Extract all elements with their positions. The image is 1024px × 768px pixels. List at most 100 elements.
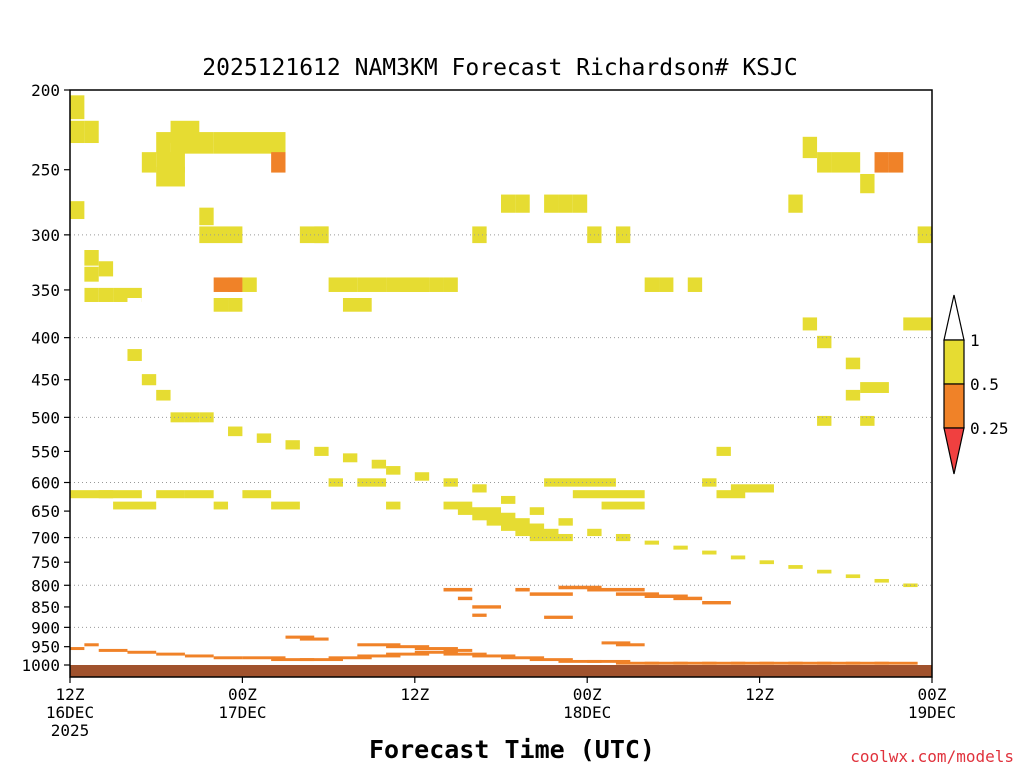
y-axis: 200 250 300 350 400 450 500 550 600 650 700 750 800 8… (21, 81, 70, 675)
heatmap-cell (314, 446, 329, 456)
heatmap-cell (572, 490, 645, 499)
heatmap-cell (184, 654, 214, 658)
heatmap-cell (228, 298, 243, 312)
heatmap-cell (615, 226, 631, 244)
heatmap-cell (644, 594, 688, 598)
heatmap-cell (730, 555, 746, 560)
chart-title: 2025121612 NAM3KM Forecast Richardson# K… (202, 55, 797, 81)
heatmap-cell (730, 484, 774, 493)
heatmap-cell (299, 658, 343, 662)
heatmap-cell (113, 501, 157, 510)
heatmap-cell (457, 507, 501, 515)
heatmap-cell (874, 661, 918, 665)
heatmap-cell (113, 331, 128, 344)
heatmap-cell (271, 658, 315, 662)
heatmap-cell (615, 643, 645, 647)
y-tick-label: 400 (31, 329, 60, 348)
heatmap-cell (199, 207, 214, 226)
heatmap-cell (486, 518, 530, 526)
heatmap-cell (357, 654, 401, 658)
heatmap-cell (515, 277, 530, 292)
heatmap-cell (141, 374, 157, 386)
heatmap-cell (184, 412, 200, 423)
heatmap-cell (98, 261, 114, 277)
heatmap-cell (501, 194, 516, 213)
heatmap-cell (285, 440, 300, 450)
y-tick-label: 250 (31, 161, 60, 180)
heatmap-cell (845, 357, 861, 370)
heatmap-cell (213, 501, 229, 510)
y-tick-label: 550 (31, 442, 60, 461)
heatmap-cell (501, 656, 545, 660)
heatmap-cell (472, 512, 516, 521)
heatmap-cell (156, 490, 185, 499)
heatmap-cell (515, 587, 530, 592)
heatmap-cell (472, 613, 487, 617)
y-tick-label: 450 (31, 371, 60, 390)
heatmap-cell (529, 277, 545, 292)
plot-frame (69, 89, 933, 678)
heatmap-cell (788, 565, 803, 569)
heatmap-cell (544, 478, 616, 487)
x-tick-label: 12Z (56, 685, 85, 704)
y-tick-label: 200 (31, 81, 60, 100)
heatmap-cell (70, 201, 85, 220)
heatmap-cell (228, 426, 243, 437)
heatmap-cell (70, 647, 85, 651)
heatmap-cell (285, 635, 315, 639)
heatmap-cell (903, 317, 932, 331)
heatmap-cell (874, 152, 889, 173)
heatmap-cell (802, 136, 818, 159)
heatmap-cell (156, 389, 171, 401)
x-tick-label: 18DEC (563, 703, 611, 722)
x-tick-label: 16DEC (46, 703, 94, 722)
heatmap-cell (759, 661, 803, 665)
heatmap-cell (601, 641, 631, 645)
heatmap-cell (127, 349, 142, 361)
heatmap-cell (156, 652, 185, 656)
heatmap-cell (70, 226, 85, 244)
heatmap-cell (702, 601, 731, 605)
y-tick-label: 600 (31, 473, 60, 492)
heatmap-cell (529, 533, 573, 542)
x-tick-label: 00Z (228, 685, 257, 704)
heatmap-cell (558, 585, 602, 590)
heatmap-cell (860, 415, 875, 426)
heatmap-cell (615, 592, 660, 596)
heatmap-cell (817, 569, 832, 574)
colorbar-bin-yellow (943, 339, 965, 385)
heatmap-cell (558, 194, 573, 213)
heatmap-cell (429, 277, 444, 292)
heatmap-cell (127, 650, 157, 654)
heatmap-cell (716, 446, 731, 456)
heatmap-cell (271, 501, 300, 510)
heatmap-cell (860, 173, 875, 194)
colorbar-label-3: 0.25 (970, 419, 1009, 438)
x-tick-label: 12Z (745, 685, 774, 704)
heatmap-cell (472, 484, 487, 493)
heatmap-cell (357, 643, 401, 647)
heatmap-cell (84, 266, 99, 282)
x-tick-label: 12Z (400, 685, 429, 704)
heatmap-cell (817, 661, 861, 665)
heatmap-cell (716, 490, 746, 499)
heatmap-cell (271, 152, 286, 173)
heatmap-cell (817, 335, 832, 349)
heatmap-cell (242, 656, 286, 660)
heatmap-cell (414, 647, 458, 651)
ground-band (70, 665, 932, 677)
heatmap-cell (831, 152, 861, 173)
heatmap-cell (615, 533, 631, 542)
heatmap-cell (457, 596, 473, 601)
heatmap-cell (529, 507, 545, 515)
y-tick-label: 350 (31, 281, 60, 300)
heatmap-cell (357, 478, 387, 487)
heatmap-cell (874, 578, 889, 583)
y-tick-label: 500 (31, 408, 60, 427)
heatmap-cell (888, 152, 904, 173)
heatmap-cell (673, 545, 688, 550)
x-tick-label: 19DEC (908, 703, 956, 722)
y-tick-label: 750 (31, 553, 60, 572)
heatmap-cell (199, 226, 243, 244)
